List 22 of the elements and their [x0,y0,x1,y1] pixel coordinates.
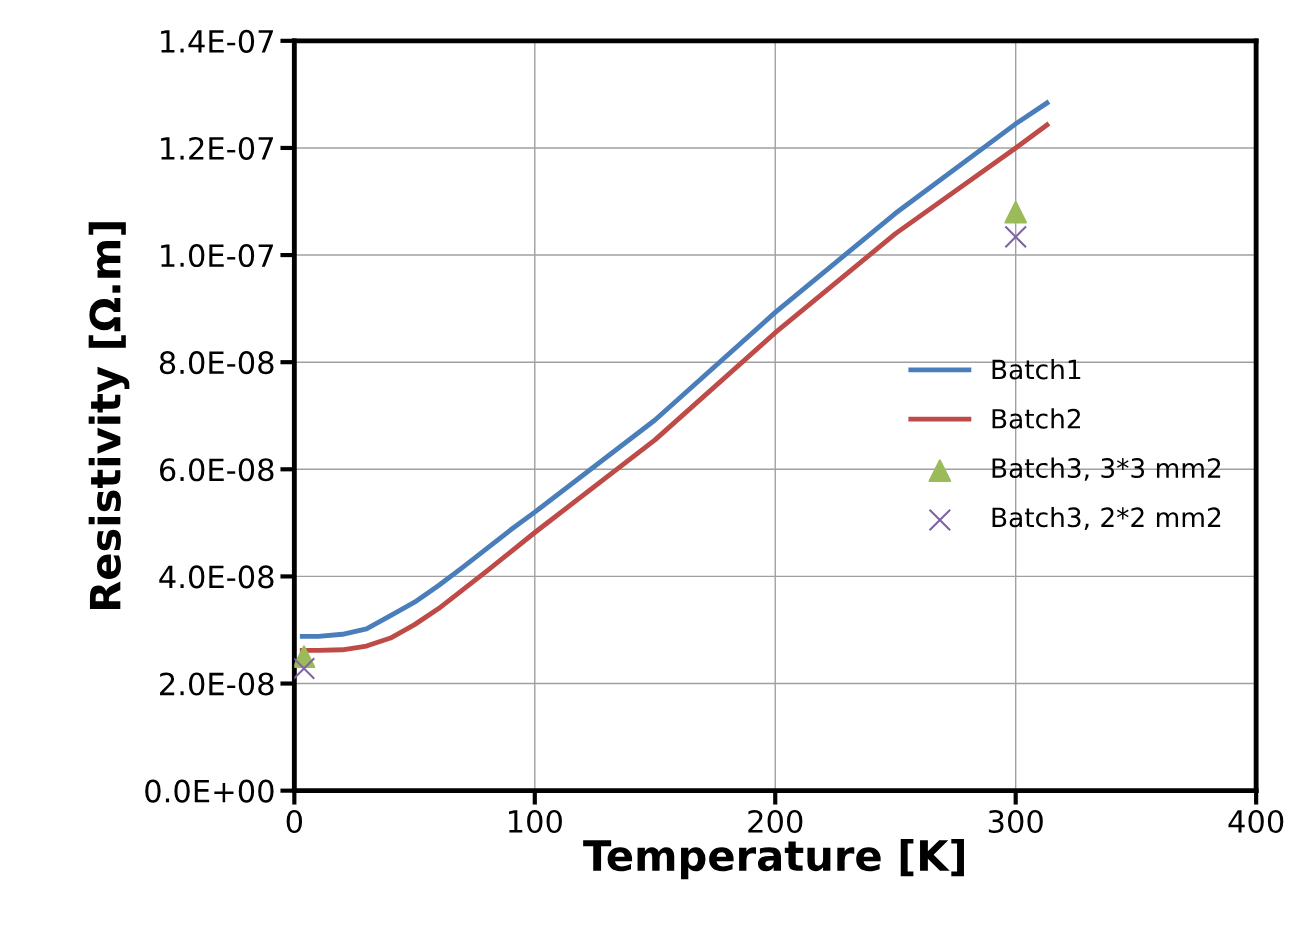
y-tick-label: 0.0E+00 [145,779,274,803]
x-tick-label: 0 [286,809,303,834]
point [1004,225,1028,249]
y-axis-title: Resistivity [Ω.m] [88,222,130,610]
legend-label: Batch3, 3*3 mm2 [992,457,1221,481]
x-tick-label: 200 [748,809,803,834]
y-tick-label: 2.0E-08 [160,672,274,696]
legend-label: Batch2 [992,408,1080,429]
y-tick-label: 4.0E-08 [159,565,274,589]
x-tick-label: 300 [988,809,1043,834]
y-tick-label: 8.0E-08 [159,351,274,375]
y-tick-label: 1.4E-07 [161,29,273,53]
point [294,657,316,680]
x-tick-label: 100 [508,809,562,834]
y-tick-label: 1.2E-07 [161,136,273,160]
y-tick-label: 6.0E-08 [159,458,274,482]
x-tick-label: 400 [1228,809,1284,834]
legend-label: Batch3, 2*2 mm2 [992,506,1221,531]
legend-label: Batch1 [992,359,1081,380]
point [1004,200,1028,224]
x-axis-title: Temperature [K] [583,838,964,880]
y-tick-label: 1.0E-07 [161,244,273,268]
